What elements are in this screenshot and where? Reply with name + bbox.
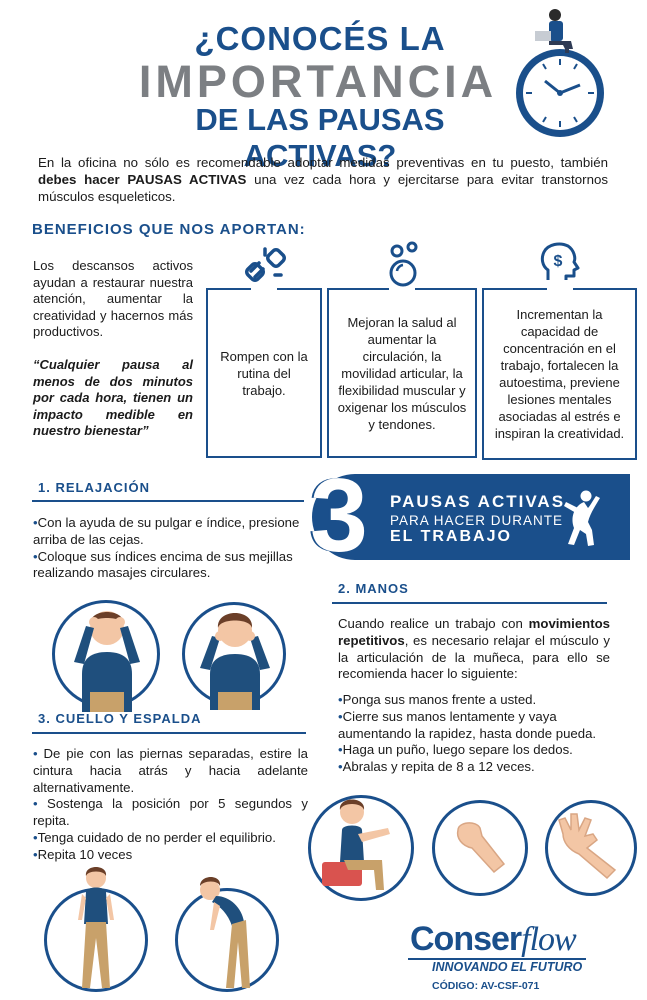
open-hand-illustration [558,813,617,880]
woman-standing-illustration [78,867,114,988]
list-item: •Tenga cuidado de no perder el equilibri… [33,829,276,845]
relax-title: 1. RELAJACIÓN [38,480,150,495]
woman-bending-forward-illustration [200,877,250,988]
banner-line-2: PARA HACER DURANTE [390,513,564,528]
svg-text:$: $ [554,253,563,270]
benefit-card-2: Mejoran la salud al aumentar la circulac… [327,288,477,458]
woman-massaging-cheeks-illustration [200,613,270,710]
brand-tagline: INNOVANDO EL FUTURO [432,960,583,974]
list-item: • Sostenga la posición por 5 segundos y … [33,796,308,829]
relax-rule [32,500,304,502]
hands-image-3-circle [545,800,637,896]
list-item: •Coloque sus índices encima de sus mejil… [33,548,293,581]
benefits-title: BENEFICIOS QUE NOS APORTAN: [32,221,306,238]
list-item: • De pie con las piernas separadas, esti… [33,746,308,795]
clock-man-illustration [516,9,604,137]
document-code: CÓDIGO: AV-CSF-071 [432,980,540,992]
hands-title: 2. MANOS [338,581,409,596]
list-item: •Repita 10 veces [33,846,133,862]
neck-title: 3. CUELLO Y ESPALDA [38,711,202,726]
list-item: •Haga un puño, luego separe los dedos. [338,742,573,758]
woman-pressing-eyebrows-illustration [74,611,140,712]
title-line-1: ¿CONOCÉS LA [194,20,446,57]
list-item: •Abralas y repita de 8 a 12 veces. [338,759,535,775]
list-item: •Ponga sus manos frente a usted. [338,692,537,707]
woman-seated-stretching-hands-illustration [322,799,390,890]
banner-line-3: EL TRABAJO [390,528,512,545]
hands-list: •Ponga sus manos frente a usted. •Cierre… [338,692,610,776]
head-mind-icon: $ [540,242,580,280]
logo-rule [408,958,586,960]
benefit-card-3: Incrementan la capacidad de concentració… [482,288,637,460]
list-item: •Con la ayuda de su pulgar e índice, pre… [33,515,300,547]
hands-rule [332,602,607,604]
list-item: •Cierre sus manos lentamente y vaya aume… [338,708,597,741]
neck-list: • De pie con las piernas separadas, esti… [33,746,308,864]
intro-paragraph: En la oficina no sólo es recomendable ad… [38,155,609,204]
closed-fist-illustration [456,822,506,874]
bubbles-icon [389,241,418,287]
banner-number: 3 [310,458,368,574]
neck-rule [32,732,306,734]
benefits-quote: “Cualquier pausa al menos de dos minutos… [33,357,193,438]
hands-intro: Cuando realice un trabajo con movimiento… [338,616,610,682]
brand-logo: Conserflow [410,920,577,958]
benefit-card-1: Rompen con la rutina del trabajo. [206,288,322,458]
banner-line-1: PAUSAS ACTIVAS [390,492,566,511]
relax-list: •Con la ayuda de su pulgar e índice, pre… [33,515,313,582]
title-line-2: IMPORTANCIA [138,56,498,107]
stretching-person-icon [564,490,600,546]
broken-chain-icon [245,247,286,282]
title-line-3: DE LAS PAUSAS ACTIVAS? [195,102,445,173]
benefits-text: Los descansos activos ayudan a restaurar… [33,258,193,339]
